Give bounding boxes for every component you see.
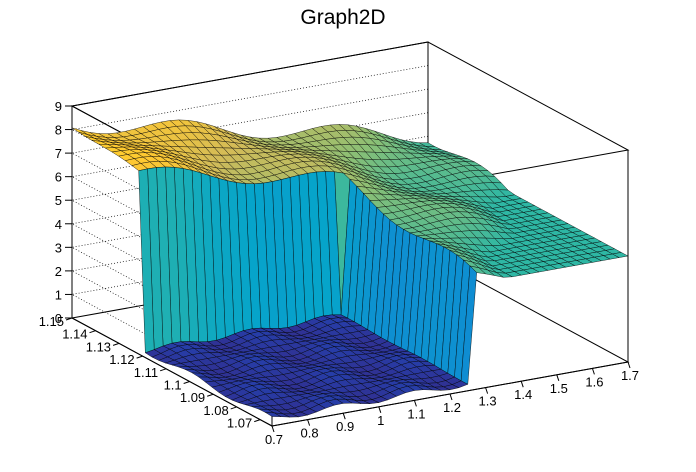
x-tick-mark — [342, 413, 346, 420]
y-tick-mark — [159, 368, 167, 372]
y-tick-label: 1.08 — [203, 403, 228, 418]
x-tick-mark — [413, 400, 417, 407]
y-tick-mark — [254, 419, 261, 423]
x-axis-line — [271, 361, 629, 427]
y-tick-label: 1.1 — [164, 378, 182, 393]
x-axis: 0.7 0.8 0.9 1 1.1 1.2 1.3 1.4 1.5 1.6 1.7 — [265, 361, 639, 447]
z-tick-label: 7 — [55, 146, 62, 161]
x-tick-label: 1.6 — [585, 374, 603, 389]
x-tick-label: 0.8 — [301, 426, 319, 441]
chart-title: Graph2D — [300, 6, 385, 29]
x-tick-label: 1.4 — [514, 387, 532, 402]
x-tick-label: 0.9 — [336, 419, 354, 434]
y-tick-label: 1.13 — [86, 339, 111, 354]
y-axis: 1.071.081.091.1 1.111.121.131.141.15 — [39, 314, 273, 431]
z-tick-label: 2 — [55, 264, 62, 279]
x-tick-mark — [307, 419, 311, 426]
x-tick-mark — [520, 381, 524, 388]
x-tick-mark — [378, 406, 382, 413]
z-tick-label: 3 — [55, 240, 62, 255]
z-tick-label: 0 — [55, 311, 62, 326]
x-tick-label: 1.3 — [479, 394, 497, 409]
z-tick-label: 5 — [55, 193, 62, 208]
x-tick-label: 1.7 — [621, 368, 639, 383]
x-tick-mark — [556, 374, 560, 381]
y-tick-label: 1.07 — [227, 416, 252, 431]
surface-cell — [265, 412, 281, 417]
y-tick-label: 1.11 — [134, 365, 158, 380]
x-tick-mark — [627, 361, 631, 369]
y-tick-mark — [183, 381, 190, 385]
x-tick-label: 1.2 — [443, 400, 461, 415]
z-tick-label: 1 — [55, 287, 62, 302]
y-tick-mark — [230, 406, 237, 410]
y-tick-label: 1.15 — [39, 314, 64, 329]
y-tick-mark — [112, 342, 120, 346]
y-axis-line — [71, 317, 273, 427]
x-tick-label: 1.1 — [407, 406, 425, 421]
y-tick-label: 1.09 — [180, 390, 205, 405]
x-tick-mark — [449, 393, 453, 401]
y-tick-mark — [136, 355, 143, 359]
y-tick-label: 1.14 — [62, 327, 87, 342]
z-tick-label: 8 — [55, 123, 62, 138]
x-tick-mark — [591, 368, 595, 375]
z-tick-label: 4 — [55, 217, 62, 232]
z-axis: 0 1 2 3 4 5 6 7 8 9 — [55, 99, 73, 326]
x-tick-label: 1.5 — [550, 381, 568, 396]
z-tick-label: 9 — [55, 99, 62, 114]
x-tick-mark — [485, 387, 489, 394]
x-tick-label: 1 — [377, 413, 384, 428]
y-tick-mark — [65, 317, 73, 321]
y-tick-label: 1.12 — [109, 352, 134, 367]
x-tick-mark — [271, 425, 275, 433]
z-tick-label: 6 — [55, 170, 62, 185]
x-tick-label: 0.7 — [265, 432, 283, 447]
y-tick-mark — [207, 393, 214, 397]
surface-plot — [71, 119, 629, 418]
y-tick-mark — [89, 330, 96, 334]
